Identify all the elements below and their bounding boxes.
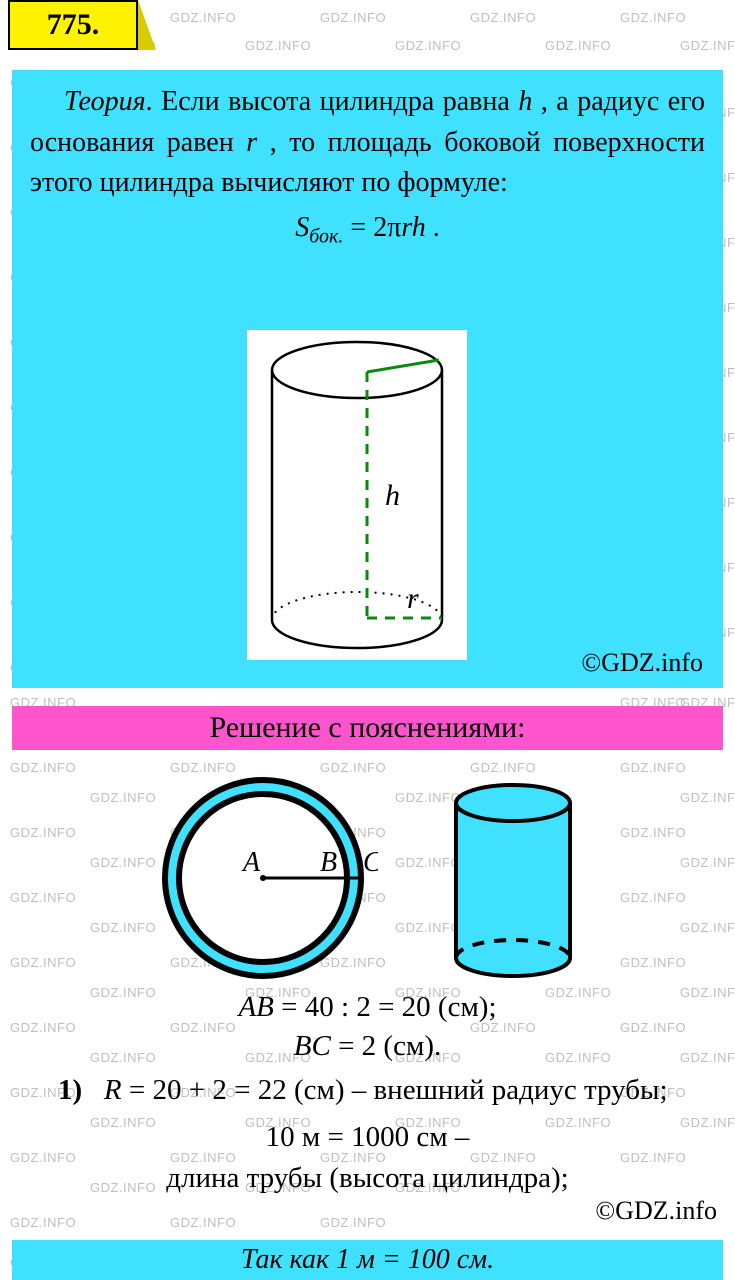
problem-number-badge: 775. bbox=[8, 0, 138, 50]
formula-eq: = 2π bbox=[343, 212, 401, 243]
formula-S: S bbox=[295, 212, 309, 243]
footnote-bar: Так как 1 м = 100 см. bbox=[12, 1240, 723, 1280]
var-h: h bbox=[518, 86, 532, 117]
solution-area: A B C AB = 40 : 2 = 20 (см); BC = 2 (см)… bbox=[0, 760, 735, 1230]
formula-vars: rh bbox=[401, 212, 425, 243]
conversion-line1: 10 м = 1000 см – bbox=[18, 1118, 717, 1157]
conversion-line2: длина трубы (высота цилиндра); bbox=[18, 1159, 717, 1198]
diagram-label-r: r bbox=[407, 582, 419, 615]
svg-text:C: C bbox=[363, 847, 378, 878]
eq1-lhs: AB bbox=[238, 991, 273, 1023]
svg-text:A: A bbox=[241, 847, 261, 878]
theory-paragraph: Теория. Если высота цилиндра равна h , а… bbox=[30, 82, 705, 204]
formula-sub: бок. bbox=[309, 225, 343, 247]
step-1-R: R bbox=[104, 1074, 122, 1106]
problem-number: 775. bbox=[47, 8, 100, 42]
var-r: r bbox=[246, 127, 257, 158]
footnote-text: Так как 1 м = 100 см. bbox=[241, 1244, 494, 1275]
copyright-solution: ©GDZ.info bbox=[595, 1196, 717, 1226]
equation-AB: AB = 40 : 2 = 20 (см); bbox=[18, 991, 717, 1024]
step-1-num: 1) bbox=[58, 1074, 82, 1106]
step-1-text: = 20 + 2 = 22 (см) – внешний ра­диус тру… bbox=[122, 1074, 668, 1106]
step-1: 1) R = 20 + 2 = 22 (см) – внешний ра­диу… bbox=[18, 1071, 717, 1110]
theory-t1: . Если высота цилиндра равна bbox=[146, 86, 519, 117]
ring-diagram: A B C bbox=[148, 773, 378, 983]
eq2-lhs: BC bbox=[294, 1030, 331, 1062]
eq1-rest: = 40 : 2 = 20 (см); bbox=[274, 991, 497, 1023]
theory-label: Теория bbox=[64, 86, 146, 117]
svg-text:B: B bbox=[320, 847, 337, 878]
section-title-text: Решение с пояснениями: bbox=[209, 711, 525, 744]
solution-diagram-row: A B C bbox=[18, 770, 717, 985]
section-title-bar: Решение с пояснениями: bbox=[12, 706, 723, 750]
badge-3d-edge bbox=[138, 0, 156, 50]
cyan-cylinder bbox=[438, 773, 588, 983]
cylinder-diagram: h r bbox=[247, 330, 467, 660]
diagram-label-h: h bbox=[385, 479, 400, 512]
equation-BC: BC = 2 (см). bbox=[18, 1030, 717, 1063]
formula: Sбок. = 2πrh . bbox=[30, 212, 705, 249]
theory-box: Теория. Если высота цилиндра равна h , а… bbox=[12, 70, 723, 688]
eq2-rest: = 2 (см). bbox=[331, 1030, 441, 1062]
copyright-theory: ©GDZ.info bbox=[581, 648, 703, 678]
formula-end: . bbox=[426, 212, 440, 243]
